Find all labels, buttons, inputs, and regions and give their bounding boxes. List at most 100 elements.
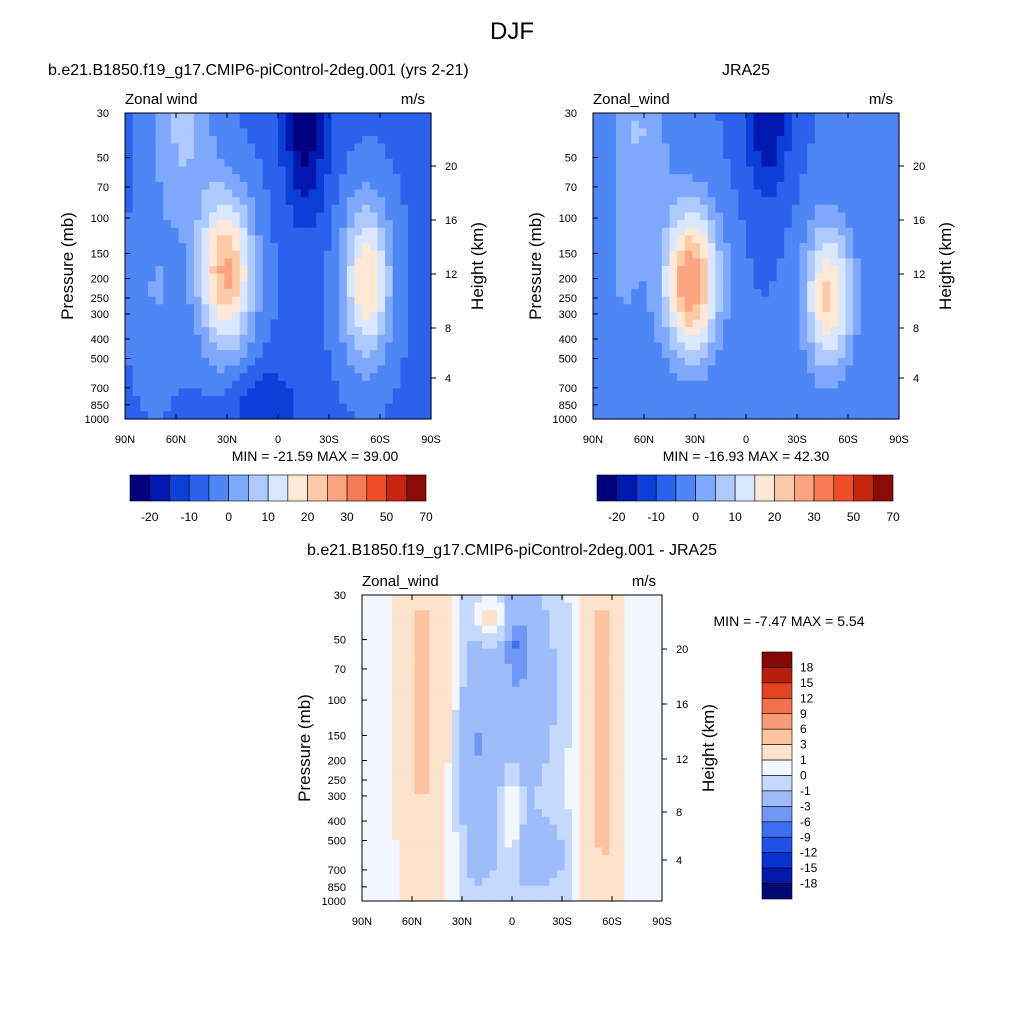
panel2-km-tick-label: 4 — [913, 373, 919, 385]
panel2-colorbar-swatch — [655, 474, 677, 502]
panel2-y-tick-label: 850 — [559, 400, 577, 412]
panel3-colorbar-label: 12 — [800, 691, 814, 705]
panel2-x-tick-label: 90N — [583, 434, 603, 446]
panel1-y-tick-label: 400 — [91, 334, 109, 346]
panel2-x-tick-label: 60S — [838, 434, 858, 446]
panel1-colorbar-swatch — [386, 474, 407, 502]
panel1-colorbar-label: 20 — [301, 510, 315, 524]
panel1-x-tick-label: 90S — [421, 434, 441, 446]
panel2-km-tick-label: 12 — [913, 269, 925, 281]
panel3-colorbar-label: -12 — [800, 846, 818, 860]
panel2-colorbar-swatch — [833, 474, 854, 502]
panel3-colorbar-label: 15 — [800, 676, 814, 690]
panel3-colorbar-swatch — [761, 759, 793, 776]
panel3-y-tick-label: 500 — [328, 836, 346, 848]
panel3-colorbar-label: -3 — [800, 799, 811, 813]
panel2-y-tick-label: 100 — [559, 213, 577, 225]
panel2-y-tick-label: 70 — [565, 182, 577, 194]
panel3-x-tick-label: 90N — [352, 916, 372, 928]
panel2-colorbar-swatch — [734, 474, 756, 502]
panel2-colorbar-swatch — [774, 474, 795, 502]
panel1-colorbar-swatch — [405, 474, 427, 502]
panel1-y-tick-label: 850 — [91, 400, 109, 412]
panel1-colorbar-swatch — [188, 474, 210, 502]
panel2-colorbar-swatch — [616, 474, 637, 502]
panel2-colorbar-label: 10 — [728, 510, 742, 524]
panel1-y-right-axis-title: Height (km) — [468, 222, 487, 310]
panel1-variable-label: Zonal wind — [125, 91, 198, 108]
panel3-y-tick-label: 250 — [328, 775, 346, 787]
panel1-colorbar-swatch — [307, 474, 328, 502]
panel3-y-tick-label: 700 — [328, 865, 346, 877]
panel2-colorbar-swatch — [715, 474, 736, 502]
panel2-colorbar-label: 20 — [768, 510, 782, 524]
panel3-colorbar-label: -18 — [800, 877, 818, 891]
panel3-y-tick-label: 100 — [328, 695, 346, 707]
panel3-colorbar-swatch — [761, 667, 793, 684]
panel3-colorbar-label: -9 — [800, 830, 811, 844]
panel2-y-tick-label: 150 — [559, 248, 577, 260]
panel2-colorbar-swatch — [754, 474, 775, 502]
panel3-colorbar-swatch — [761, 651, 793, 668]
panel1-y-axis-title: Pressure (mb) — [58, 212, 77, 320]
panel3-y-tick-label: 200 — [328, 756, 346, 768]
panel2-colorbar-label: 30 — [807, 510, 821, 524]
panel3-y-tick-label: 30 — [334, 590, 346, 602]
panel1-colorbar-label: 0 — [225, 510, 232, 524]
panel3-colorbar-swatch — [761, 806, 793, 823]
panel2-x-tick-label: 30N — [685, 434, 705, 446]
panel2-colorbar-swatch — [695, 474, 716, 502]
panel1-km-tick-label: 20 — [445, 161, 457, 173]
panel2-y-tick-label: 700 — [559, 383, 577, 395]
panel2-y-tick-label: 400 — [559, 334, 577, 346]
panel3-x-tick-label: 90S — [652, 916, 672, 928]
panel3-colorbar-label: -1 — [800, 784, 811, 798]
panel2-colorbar-swatch — [596, 474, 618, 502]
panel1-y-tick-label: 300 — [91, 309, 109, 321]
panel2-colorbar-swatch — [872, 474, 894, 502]
panel3-y-tick-label: 70 — [334, 664, 346, 676]
panel3-variable-label: Zonal_wind — [362, 573, 439, 590]
panel3-km-tick-label: 4 — [676, 855, 682, 867]
panel3-km-tick-label: 12 — [676, 754, 688, 766]
panel2-colorbar-swatch — [853, 474, 874, 502]
panel2-min-max: MIN = -16.93 MAX = 42.30 — [663, 448, 830, 464]
panel1-km-tick-label: 12 — [445, 269, 457, 281]
panel2-y-axis-title: Pressure (mb) — [526, 212, 545, 320]
panel3-y-tick-label: 150 — [328, 730, 346, 742]
panel3-colorbar-swatch — [761, 790, 793, 807]
panel1-colorbar-swatch — [149, 474, 170, 502]
panel1-colorbar-swatch — [248, 474, 269, 502]
panel1-y-tick-label: 200 — [91, 274, 109, 286]
panel2-y-tick-label: 200 — [559, 274, 577, 286]
panel1-title: b.e21.B1850.f19_g17.CMIP6-piControl-2deg… — [48, 62, 469, 79]
panel3-title: b.e21.B1850.f19_g17.CMIP6-piControl-2deg… — [306, 542, 718, 559]
panel3-km-tick-label: 16 — [676, 699, 688, 711]
panel3-colorbar-swatch — [761, 775, 793, 792]
panel2-km-tick-label: 8 — [913, 323, 919, 335]
panel2-y-right-axis-title: Height (km) — [936, 222, 955, 310]
panel3-colorbar-swatch — [761, 867, 793, 884]
panel2-x-tick-label: 90S — [889, 434, 909, 446]
panel3-colorbar-swatch — [761, 744, 793, 761]
panel1-colorbar-label: 70 — [419, 510, 433, 524]
panel3-x-tick-label: 60N — [402, 916, 422, 928]
panel1-colorbar-swatch — [346, 474, 368, 502]
panel3-y-tick-label: 850 — [328, 882, 346, 894]
panel1-x-tick-label: 30N — [217, 434, 237, 446]
panel2-colorbar-swatch — [636, 474, 657, 502]
panel1-y-tick-label: 700 — [91, 383, 109, 395]
panel3-x-tick-label: 30N — [452, 916, 472, 928]
panel3-y-tick-label: 50 — [334, 635, 346, 647]
panel1-colorbar-swatch — [129, 474, 151, 502]
panel1-x-tick-label: 30S — [319, 434, 339, 446]
panel2-x-tick-label: 60N — [634, 434, 654, 446]
panel1-colorbar-label: 30 — [340, 510, 354, 524]
panel1-min-max: MIN = -21.59 MAX = 39.00 — [232, 448, 399, 464]
panel2-y-tick-label: 50 — [565, 153, 577, 165]
panel3-colorbar-label: 1 — [800, 753, 807, 767]
panel3-colorbar-label: -15 — [800, 861, 818, 875]
panel3-y-tick-label: 400 — [328, 816, 346, 828]
panel3-colorbar-label: 18 — [800, 660, 814, 674]
